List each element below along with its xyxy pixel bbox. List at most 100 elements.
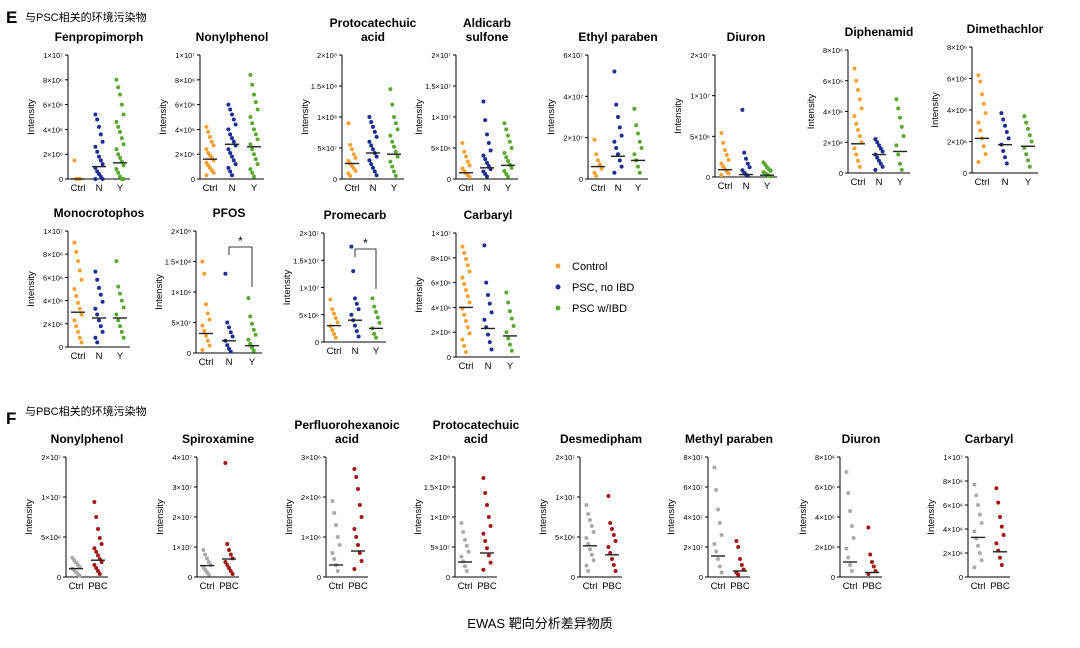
chart-1: Fenpropimorph 0 2×10⁶ 4×10⁶ 6×10⁶ 8×10⁶ 1×10⁷ I… <box>26 30 143 194</box>
x-tick-label: Ctrl <box>718 181 733 192</box>
data-point <box>999 111 1004 116</box>
data-point <box>482 317 487 322</box>
data-point <box>99 560 104 564</box>
data-point <box>121 177 126 181</box>
data-point <box>72 240 77 245</box>
y-axis-label: Intensity <box>414 277 425 313</box>
data-point <box>877 143 881 148</box>
data-point <box>121 335 126 340</box>
y-axis-label: Intensity <box>158 99 169 135</box>
x-tick-label: Y <box>391 183 398 194</box>
data-point <box>483 157 488 162</box>
y-tick-label: 2×10⁶ <box>43 320 63 329</box>
data-point <box>744 156 748 161</box>
data-point <box>100 139 105 144</box>
data-point <box>486 141 491 146</box>
data-point <box>856 87 860 92</box>
y-tick-label: 8×10⁶ <box>43 76 63 85</box>
significance-star: * <box>238 234 243 248</box>
data-point <box>114 77 119 82</box>
x-tick-label: PBC <box>348 581 368 592</box>
data-point <box>856 158 860 163</box>
data-point <box>465 263 470 268</box>
data-point <box>1001 533 1006 537</box>
data-point <box>357 503 362 507</box>
data-point <box>395 154 400 159</box>
data-point <box>994 541 999 546</box>
data-point <box>96 553 100 558</box>
data-point <box>481 567 486 572</box>
data-point <box>610 527 614 531</box>
y-tick-label: 2×10⁸ <box>317 51 337 60</box>
data-point <box>594 173 599 178</box>
data-point <box>228 107 233 112</box>
data-point <box>353 155 358 160</box>
x-tick-label: Ctrl <box>459 183 474 194</box>
y-tick-label: 5×10⁷ <box>171 319 191 328</box>
data-point <box>613 569 618 573</box>
data-point <box>487 340 492 345</box>
data-point <box>114 147 119 152</box>
data-point <box>351 269 356 274</box>
data-point <box>460 141 465 146</box>
data-point <box>465 159 470 164</box>
data-point <box>972 565 977 570</box>
chart-19: Diuron 0 2×10⁶ 4×10⁶ 6×10⁶ 8×10⁶ Intensity Ctrl… <box>798 432 882 592</box>
panel-e-heading: 与PSC相关的环境污染物 <box>25 10 147 24</box>
data-point <box>504 155 509 160</box>
data-point <box>714 488 719 492</box>
chart-title: Carbaryl <box>464 208 513 222</box>
y-axis-label: Intensity <box>546 99 557 135</box>
data-point <box>608 521 613 525</box>
y-tick-label: 8×10⁶ <box>947 43 967 52</box>
legend-control-marker <box>555 263 561 269</box>
y-tick-label: 1×10⁷ <box>41 493 61 502</box>
y-tick-label: 6×10⁶ <box>43 273 63 282</box>
y-tick-label: 0 <box>699 573 703 582</box>
data-point <box>335 569 340 573</box>
data-point <box>228 349 233 354</box>
data-point <box>119 329 124 334</box>
chart-title: Protocatechuic <box>330 16 417 30</box>
data-point <box>374 310 378 315</box>
data-point <box>225 563 230 567</box>
data-point <box>871 564 876 569</box>
chart-title: Diuron <box>727 30 766 44</box>
data-point <box>253 100 258 105</box>
y-tick-label: 8×10⁶ <box>943 477 963 486</box>
data-point <box>983 152 988 157</box>
data-point <box>1022 114 1027 119</box>
y-tick-label: 1.5×10⁷ <box>293 256 319 265</box>
data-point <box>372 331 377 336</box>
data-point <box>901 134 906 139</box>
data-point <box>619 164 624 169</box>
data-point <box>616 152 620 157</box>
data-point <box>121 142 126 147</box>
data-point <box>98 324 103 329</box>
y-tick-label: 0 <box>447 175 451 184</box>
data-point <box>119 298 124 303</box>
data-point <box>100 162 105 167</box>
data-point <box>348 173 353 178</box>
data-point <box>875 140 880 145</box>
x-tick-label: Ctrl <box>711 581 726 592</box>
x-tick-label: Y <box>635 183 642 194</box>
chart-title: Diuron <box>842 432 881 446</box>
data-point <box>467 331 472 336</box>
data-point <box>1003 123 1007 128</box>
data-point <box>857 97 862 102</box>
data-point <box>634 123 639 128</box>
data-point <box>388 159 393 164</box>
data-point <box>346 121 351 126</box>
data-point <box>77 564 82 569</box>
x-tick-label: Ctrl <box>971 581 986 592</box>
y-tick-label: 2×10⁸ <box>430 453 450 462</box>
data-point <box>72 287 77 291</box>
data-point <box>1006 136 1011 141</box>
data-point <box>94 515 99 519</box>
data-point <box>92 500 97 504</box>
data-point <box>612 69 617 74</box>
data-point <box>93 306 98 311</box>
y-tick-label: 0 <box>571 573 575 582</box>
y-tick-label: 3×10⁷ <box>172 483 192 492</box>
